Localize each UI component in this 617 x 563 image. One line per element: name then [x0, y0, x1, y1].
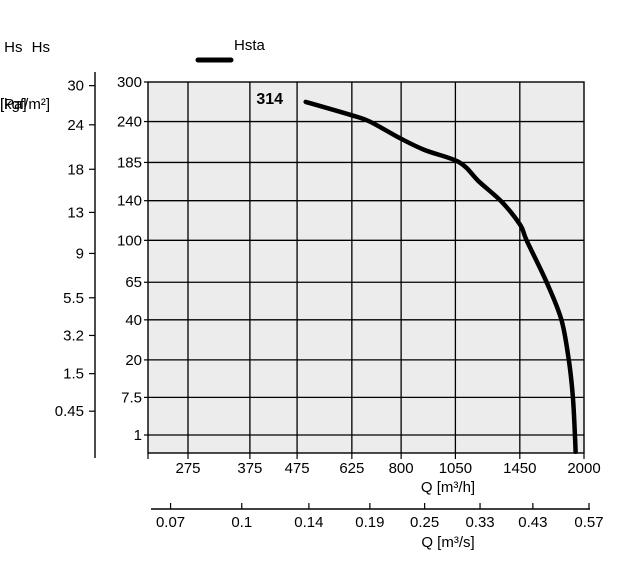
- x-tick-label: 1050: [439, 460, 472, 477]
- plot-border: [147, 81, 585, 454]
- secondary-tick-label: 0.07: [156, 514, 185, 531]
- pa-tick-label: 65: [125, 274, 142, 291]
- secondary-tick-label: 0.14: [294, 514, 323, 531]
- x-tick-label: 475: [285, 460, 310, 477]
- y-axis-header-kgf: Hs [kgf/m²]: [0, 0, 50, 152]
- secondary-tick-label: 0.33: [465, 514, 494, 531]
- pa-tick-label: 100: [117, 232, 142, 249]
- pa-tick-label: 40: [125, 312, 142, 329]
- y-axis-header-kgf-unit: [kgf/m²]: [0, 96, 51, 113]
- secondary-tick-label: 0.1: [231, 514, 252, 531]
- secondary-tick-label: 0.57: [574, 514, 603, 531]
- kgf-tick-label: 24: [67, 117, 84, 134]
- kgf-tick-label: 18: [67, 161, 84, 178]
- pa-tick-label: 20: [125, 352, 142, 369]
- pa-tick-label: 7.5: [121, 389, 142, 406]
- plot-background: [148, 82, 584, 453]
- pa-tick-label: 185: [117, 154, 142, 171]
- curve-label: 314: [256, 91, 283, 108]
- pa-tick-label: 240: [117, 114, 142, 131]
- x-tick-label: 625: [339, 460, 364, 477]
- x-tick-label: 2000: [567, 460, 600, 477]
- y-axis-header-kgf-quantity: Hs: [31, 39, 51, 56]
- secondary-tick-label: 0.43: [518, 514, 547, 531]
- pa-tick-label: 1: [134, 427, 142, 444]
- x-tick-label: 375: [237, 460, 262, 477]
- secondary-axis-title: Q [m³/s]: [421, 534, 474, 551]
- y-axis-header-pa-unit: [Pa]: [0, 96, 27, 113]
- pa-tick-label: 140: [117, 193, 142, 210]
- legend-label: Hsta: [234, 37, 265, 54]
- kgf-tick-label: 5.5: [63, 290, 84, 307]
- y-axis-header-pa-quantity: Hs: [4, 39, 23, 56]
- x-tick-label: 275: [175, 460, 200, 477]
- kgf-tick-label: 9: [76, 245, 84, 262]
- kgf-tick-label: 13: [67, 204, 84, 221]
- kgf-tick-label: 1.5: [63, 366, 84, 383]
- kgf-tick-label: 0.45: [55, 403, 84, 420]
- x-tick-label: 800: [389, 460, 414, 477]
- kgf-tick-label: 30: [67, 78, 84, 95]
- x-tick-label: 1450: [503, 460, 536, 477]
- x-axis-title: Q [m³/h]: [421, 479, 475, 496]
- y-axis-header-pa: Hs [Pa]: [0, 0, 27, 152]
- pa-tick-label: 300: [117, 74, 142, 91]
- secondary-tick-label: 0.19: [355, 514, 384, 531]
- kgf-tick-label: 3.2: [63, 327, 84, 344]
- hsta-curve: [303, 99, 578, 455]
- secondary-tick-label: 0.25: [410, 514, 439, 531]
